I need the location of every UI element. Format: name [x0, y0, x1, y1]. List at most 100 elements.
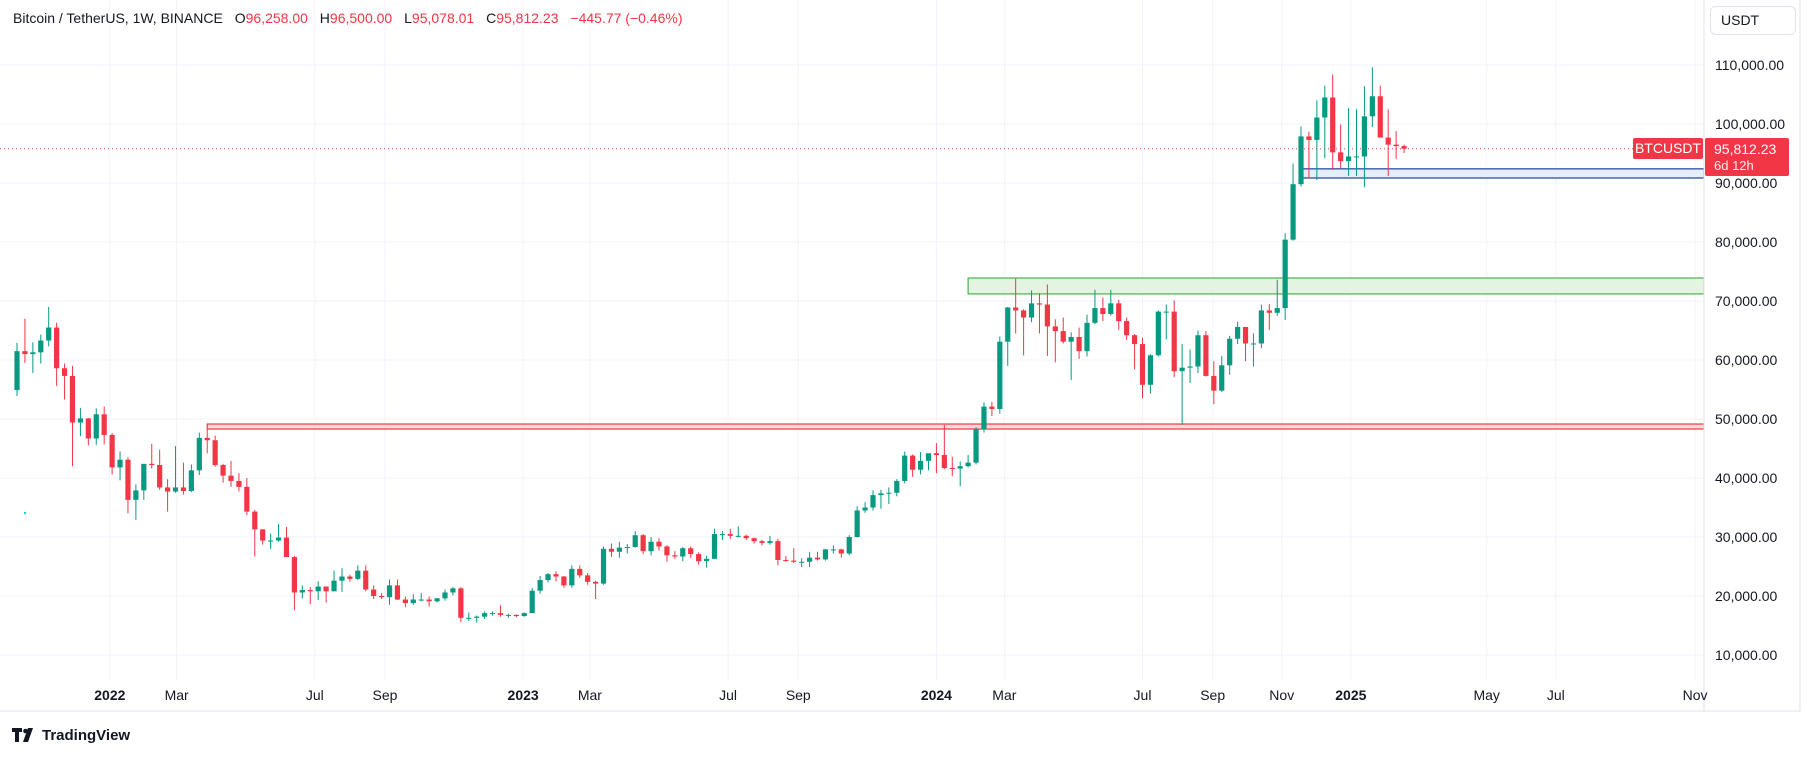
candle-body — [268, 540, 274, 542]
candle — [1385, 109, 1391, 176]
candle — [77, 407, 84, 437]
symbol-title[interactable]: Bitcoin / TetherUS, 1W, BINANCE — [13, 10, 223, 26]
candle-body — [1076, 336, 1082, 352]
change-value: −445.77 (−0.46%) — [570, 10, 683, 26]
candle — [585, 572, 591, 585]
candle-body — [1036, 303, 1043, 305]
currency-button[interactable]: USDT — [1710, 6, 1796, 35]
candle — [109, 433, 115, 475]
candle-body — [434, 598, 440, 602]
candle-body — [244, 486, 250, 512]
candle-body — [180, 487, 187, 491]
candle — [561, 575, 567, 588]
candle-body — [172, 487, 179, 492]
candle-body — [585, 575, 591, 582]
candle-body — [54, 327, 60, 369]
candle — [830, 545, 836, 554]
candle-body — [331, 580, 337, 592]
y-axis-ticks: 110,000.00 100,000.00 90,000.00 80,000.00 70… — [1715, 57, 1785, 663]
candle-body — [1187, 366, 1193, 368]
candle — [616, 541, 622, 558]
candle-body — [1171, 311, 1177, 372]
candle — [410, 594, 416, 605]
candle-body — [735, 535, 741, 537]
candle-body — [759, 541, 765, 543]
symbol-price-label: BTCUSDT 95,812.23 6d 12h — [1633, 138, 1789, 176]
candle-body — [973, 429, 979, 463]
candle-body — [870, 495, 876, 508]
symbol-label-box — [1633, 138, 1703, 159]
candle — [69, 365, 76, 467]
candle — [513, 614, 519, 618]
candle — [656, 538, 662, 551]
x-tick-label: Sep — [373, 687, 398, 703]
y-tick-label: 10,000.00 — [1715, 647, 1777, 663]
candle-body — [1068, 336, 1074, 342]
x-tick-label: May — [1473, 687, 1499, 703]
candle — [196, 432, 202, 476]
candle — [1171, 300, 1177, 378]
candle — [735, 526, 741, 538]
candle — [1235, 321, 1241, 345]
range-zone — [1300, 168, 1705, 179]
candle-body — [1258, 310, 1264, 344]
candle — [164, 479, 171, 512]
candle — [434, 597, 440, 603]
candle-body — [1211, 375, 1217, 391]
candle — [799, 558, 805, 568]
price-axis[interactable] — [1704, 0, 1800, 711]
candles — [14, 67, 1407, 623]
close-value: 95,812.23 — [496, 10, 559, 26]
x-tick-label: 2025 — [1335, 687, 1366, 703]
candle-body — [386, 585, 393, 598]
candle — [442, 589, 448, 601]
candle — [1322, 85, 1328, 159]
candle-body — [77, 418, 84, 423]
candle — [347, 574, 353, 582]
candle — [933, 443, 940, 474]
candle — [1108, 289, 1114, 316]
candle-body — [1195, 335, 1201, 367]
candle-body — [1235, 326, 1241, 339]
candle — [648, 537, 654, 556]
candle-body — [1345, 156, 1352, 162]
candle — [862, 502, 868, 513]
candle — [1369, 67, 1375, 127]
candle-body — [703, 558, 710, 562]
candle-body — [1338, 152, 1344, 162]
x-tick-label: Jul — [1134, 687, 1152, 703]
candle — [917, 452, 924, 475]
candle — [1068, 332, 1074, 381]
x-tick-label: Jul — [719, 687, 737, 703]
candle — [228, 460, 234, 487]
candle — [688, 546, 694, 558]
candle-body — [283, 537, 290, 558]
candle-body — [299, 590, 305, 593]
candle — [125, 457, 131, 514]
tradingview-logo[interactable]: TradingView — [12, 725, 130, 745]
candle-body — [949, 467, 955, 469]
candle-body — [521, 613, 527, 617]
candle-body — [727, 534, 733, 536]
candle — [378, 593, 385, 599]
candle-body — [1330, 97, 1336, 153]
x-tick-label: Mar — [992, 687, 1016, 703]
candle-body — [910, 455, 916, 470]
candle — [315, 581, 321, 601]
candle — [822, 548, 829, 561]
candle — [1393, 131, 1399, 159]
candle-body — [410, 599, 416, 604]
candle-body — [204, 437, 210, 441]
candle — [1124, 317, 1130, 340]
candle-body — [1393, 144, 1399, 147]
candle-body — [696, 554, 702, 562]
x-axis-ticks[interactable]: 2022 Mar Jul Sep 2023 Mar Jul Sep 2024 Mar Jul Sep N… — [94, 687, 1707, 703]
candle-body — [545, 574, 551, 581]
candle — [450, 587, 456, 596]
candle-body — [212, 440, 218, 466]
candle-body — [157, 465, 163, 488]
candle-body — [894, 480, 900, 493]
candle-body — [275, 537, 282, 541]
candle — [949, 456, 955, 477]
